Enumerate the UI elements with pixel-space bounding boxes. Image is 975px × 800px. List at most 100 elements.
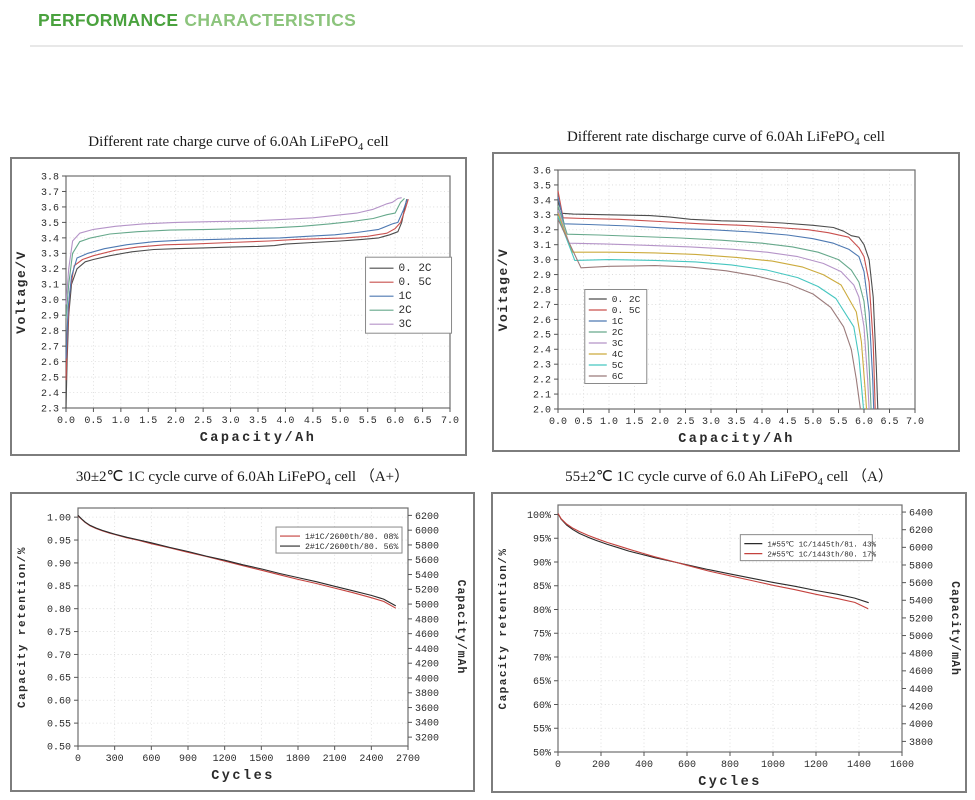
x-tick-label: 1200 [213, 754, 237, 765]
y2-tick-label: 5600 [909, 579, 933, 590]
y-tick-label: 2.1 [533, 390, 551, 401]
y-axis-title: Voitage/V [496, 248, 511, 332]
chart-title-text: Different rate charge curve of 6.0Ah LiF… [88, 134, 359, 150]
y-tick-label: 3.2 [41, 265, 59, 276]
y2-axis-title: Capacity/mAh [454, 580, 467, 675]
x-tick-label: 0.5 [84, 416, 102, 427]
x-tick-label: 6.5 [414, 416, 432, 427]
legend-label: 1C [612, 316, 624, 327]
chart-plot-frame: 0.50 0.55 0.60 0.65 0.70 0.75 0.80 0.85 0.90 0.95… [10, 492, 475, 792]
x-tick-label: 2700 [396, 754, 420, 765]
x-tick-label: 2400 [359, 754, 383, 765]
x-tick-label: 5.0 [331, 416, 349, 427]
chart-title-suffix: cell （A） [822, 469, 893, 485]
x-tick-label: 4.0 [753, 417, 771, 428]
legend: 0. 2C 0. 5C 1C 2C 3C [365, 256, 453, 334]
chart-title-subscript: 4 [325, 477, 331, 488]
x-tick-label: 0.0 [57, 416, 75, 427]
y-tick-label: 3.5 [41, 219, 59, 230]
x-tick-label: 1.0 [112, 416, 130, 427]
series-line [557, 205, 872, 410]
x-tick-label: 0.5 [574, 417, 592, 428]
y2-tick-label: 4800 [909, 650, 933, 661]
legend-label: 1#1C/2600th/80. 08% [305, 532, 398, 542]
y-tick-label: 2.9 [41, 312, 59, 323]
y2-tick-label: 6000 [415, 527, 439, 538]
x-tick-label: 2.0 [167, 416, 185, 427]
y-tick-label: 75% [533, 630, 551, 641]
y2-tick-label: 4600 [415, 630, 439, 641]
chart-title-subscript: 4 [817, 477, 823, 488]
x-tick-label: 6.5 [880, 417, 898, 428]
y-tick-label: 3.4 [41, 234, 59, 245]
chart-title-subscript: 4 [358, 142, 364, 153]
series-line [557, 201, 879, 410]
series-line [557, 196, 875, 410]
y2-tick-label: 5000 [909, 632, 933, 643]
legend-label: 1#55℃ 1C/1445th/81. 43% [767, 541, 876, 550]
legend: 1#55℃ 1C/1445th/81. 43%2#55℃ 1C/1443th/8… [739, 534, 877, 562]
y2-tick-label: 5800 [415, 541, 439, 552]
y-tick-label: 3.8 [41, 172, 59, 183]
y-tick-label: 0.75 [47, 628, 71, 639]
y2-tick-label: 4400 [909, 685, 933, 696]
legend-label: 4C [612, 349, 624, 360]
y-tick-label: 3.3 [41, 250, 59, 261]
series-line [557, 210, 870, 410]
y-tick-label: 2.3 [533, 361, 551, 372]
y2-tick-label: 4200 [909, 703, 933, 714]
x-tick-label: 1000 [761, 760, 785, 771]
y-tick-label: 3.0 [41, 296, 59, 307]
x-tick-label: 7.0 [441, 416, 459, 427]
series-line [65, 198, 405, 319]
chart-canvas: 50% 55% 60% 65% 70% 75% 80% 85% 90% 95% 100% 0 200 40… [498, 504, 961, 790]
x-tick-label: 1400 [847, 760, 871, 771]
x-tick-label: 2.5 [676, 417, 694, 428]
y-tick-label: 60% [533, 701, 551, 712]
x-tick-label: 1.5 [139, 416, 157, 427]
x-tick-label: 5.5 [829, 417, 847, 428]
series-line [65, 199, 408, 359]
y-tick-label: 80% [533, 606, 551, 617]
legend-label: 6C [612, 371, 624, 382]
chart-title: Different rate discharge curve of 6.0Ah … [492, 126, 960, 152]
legend-label: 0. 2C [399, 263, 432, 275]
chart-title-suffix: cell [859, 129, 885, 145]
chart-canvas: 0.50 0.55 0.60 0.65 0.70 0.75 0.80 0.85 0.90 0.95… [17, 507, 467, 784]
series-lines [65, 197, 409, 409]
y2-tick-label: 5000 [415, 600, 439, 611]
chart-panel-cycle-30c: 30±2℃ 1C cycle curve of 6.0Ah LiFePO4 ce… [10, 466, 475, 792]
chart-title-text: 55±2℃ 1C cycle curve of 6.0 Ah LiFePO [565, 469, 818, 485]
x-tick-label: 800 [721, 760, 739, 771]
y-axis-title: Capacity retention/% [498, 547, 510, 709]
x-axis-title: Capacity/Ah [678, 432, 795, 447]
y-tick-label: 2.0 [533, 405, 551, 416]
x-tick-label: 600 [142, 754, 160, 765]
y-tick-label: 3.6 [41, 203, 59, 214]
chart-canvas: 2.0 2.1 2.2 2.3 2.4 2.5 2.6 2.7 2.8 2.9 3.0 3.1 3.2 3… [496, 166, 924, 447]
legend-label: 2#55℃ 1C/1443th/80. 17% [767, 551, 876, 560]
y2-tick-label: 4200 [415, 660, 439, 671]
y-tick-label: 0.85 [47, 582, 71, 593]
y-tick-label: 100% [527, 511, 551, 522]
y-tick-label: 65% [533, 677, 551, 688]
chart-panel-charge-rate: Different rate charge curve of 6.0Ah LiF… [10, 131, 467, 456]
x-tick-label: 1500 [249, 754, 273, 765]
y-tick-label: 90% [533, 558, 551, 569]
y-tick-label: 1.00 [47, 514, 71, 525]
y2-tick-label: 3400 [415, 719, 439, 730]
y2-tick-label: 5200 [415, 586, 439, 597]
legend-label: 0. 5C [612, 305, 641, 316]
y2-tick-label: 4800 [415, 615, 439, 626]
x-tick-label: 4.0 [276, 416, 294, 427]
y2-tick-label: 6200 [909, 526, 933, 537]
y-tick-label: 3.1 [533, 241, 551, 252]
chart-plot-frame: 50% 55% 60% 65% 70% 75% 80% 85% 90% 95% 100% 0 200 40… [491, 492, 967, 793]
y-tick-label: 2.8 [41, 327, 59, 338]
chart-title-subscript: 4 [854, 137, 860, 148]
y2-tick-label: 3200 [415, 734, 439, 745]
y-tick-label: 3.3 [533, 211, 551, 222]
series-line [557, 513, 869, 604]
y-tick-label: 2.7 [533, 301, 551, 312]
